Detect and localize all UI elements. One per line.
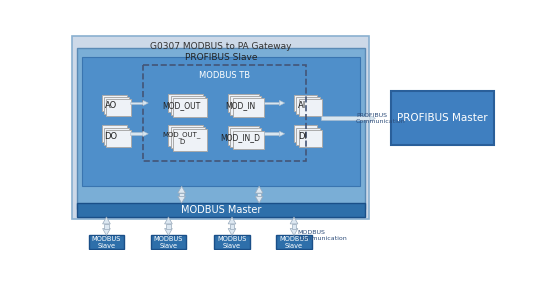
FancyBboxPatch shape: [294, 125, 317, 142]
FancyBboxPatch shape: [106, 130, 131, 147]
Polygon shape: [290, 217, 298, 224]
Text: PROFIBUS Slave: PROFIBUS Slave: [184, 53, 257, 62]
Polygon shape: [230, 224, 234, 228]
FancyBboxPatch shape: [296, 97, 320, 114]
Text: MODBUS
Communication: MODBUS Communication: [298, 230, 347, 241]
FancyBboxPatch shape: [296, 128, 320, 145]
Polygon shape: [291, 224, 296, 228]
Polygon shape: [178, 186, 186, 193]
FancyBboxPatch shape: [104, 97, 129, 114]
FancyBboxPatch shape: [104, 128, 129, 145]
Text: MODBUS
Slave: MODBUS Slave: [217, 236, 247, 249]
Polygon shape: [279, 131, 285, 137]
Polygon shape: [228, 228, 236, 235]
Polygon shape: [130, 102, 143, 104]
Text: MOD_OUT: MOD_OUT: [162, 101, 201, 110]
FancyBboxPatch shape: [294, 94, 317, 112]
Polygon shape: [165, 217, 172, 224]
Text: DO: DO: [105, 132, 117, 140]
Text: MODBUS
Slave: MODBUS Slave: [154, 236, 183, 249]
Polygon shape: [143, 131, 148, 137]
FancyBboxPatch shape: [173, 98, 207, 117]
Text: MOD_IN: MOD_IN: [225, 101, 255, 110]
FancyBboxPatch shape: [151, 235, 186, 249]
Polygon shape: [290, 228, 298, 235]
FancyBboxPatch shape: [173, 129, 207, 151]
Polygon shape: [179, 193, 184, 196]
Text: MODBUS
Slave: MODBUS Slave: [279, 236, 309, 249]
FancyBboxPatch shape: [233, 98, 264, 117]
Polygon shape: [255, 196, 263, 203]
Polygon shape: [264, 102, 279, 104]
FancyBboxPatch shape: [171, 127, 205, 148]
FancyBboxPatch shape: [233, 131, 264, 149]
FancyBboxPatch shape: [77, 47, 365, 209]
Polygon shape: [370, 115, 376, 121]
Polygon shape: [102, 228, 110, 235]
FancyBboxPatch shape: [168, 94, 203, 112]
FancyBboxPatch shape: [171, 96, 205, 115]
FancyBboxPatch shape: [102, 94, 127, 112]
Polygon shape: [165, 228, 172, 235]
Polygon shape: [166, 224, 171, 228]
Text: MODBUS Master: MODBUS Master: [181, 205, 261, 215]
Polygon shape: [255, 186, 263, 193]
FancyBboxPatch shape: [230, 128, 261, 147]
Polygon shape: [102, 217, 110, 224]
Text: AI: AI: [299, 101, 307, 110]
Text: PROFIBUS
Communication: PROFIBUS Communication: [356, 113, 406, 124]
Text: PROFIBUS Master: PROFIBUS Master: [397, 114, 488, 123]
Polygon shape: [279, 100, 285, 106]
Polygon shape: [257, 193, 261, 196]
Text: DI: DI: [298, 132, 307, 140]
Polygon shape: [228, 217, 236, 224]
FancyBboxPatch shape: [299, 99, 322, 116]
FancyBboxPatch shape: [89, 235, 124, 249]
FancyBboxPatch shape: [276, 235, 312, 249]
FancyBboxPatch shape: [228, 94, 259, 112]
Polygon shape: [178, 196, 186, 203]
Polygon shape: [130, 132, 143, 135]
Polygon shape: [264, 132, 279, 135]
FancyBboxPatch shape: [71, 36, 369, 219]
Text: MOD_OUT_
D: MOD_OUT_ D: [162, 131, 201, 144]
Text: MODBUS TB: MODBUS TB: [199, 71, 250, 80]
Polygon shape: [104, 224, 109, 228]
FancyBboxPatch shape: [81, 57, 360, 186]
FancyBboxPatch shape: [102, 125, 127, 142]
Text: MODBUS
Slave: MODBUS Slave: [92, 236, 121, 249]
Polygon shape: [143, 100, 148, 106]
FancyBboxPatch shape: [228, 126, 259, 145]
FancyBboxPatch shape: [299, 130, 322, 147]
FancyBboxPatch shape: [391, 92, 494, 145]
Text: AO: AO: [105, 101, 117, 110]
Text: MOD_IN_D: MOD_IN_D: [220, 133, 260, 142]
FancyBboxPatch shape: [106, 99, 131, 116]
FancyBboxPatch shape: [230, 96, 261, 115]
Polygon shape: [321, 117, 370, 120]
FancyBboxPatch shape: [168, 124, 203, 146]
FancyBboxPatch shape: [77, 203, 365, 217]
Text: G0307 MODBUS to PA Gateway: G0307 MODBUS to PA Gateway: [150, 42, 291, 51]
FancyBboxPatch shape: [214, 235, 250, 249]
